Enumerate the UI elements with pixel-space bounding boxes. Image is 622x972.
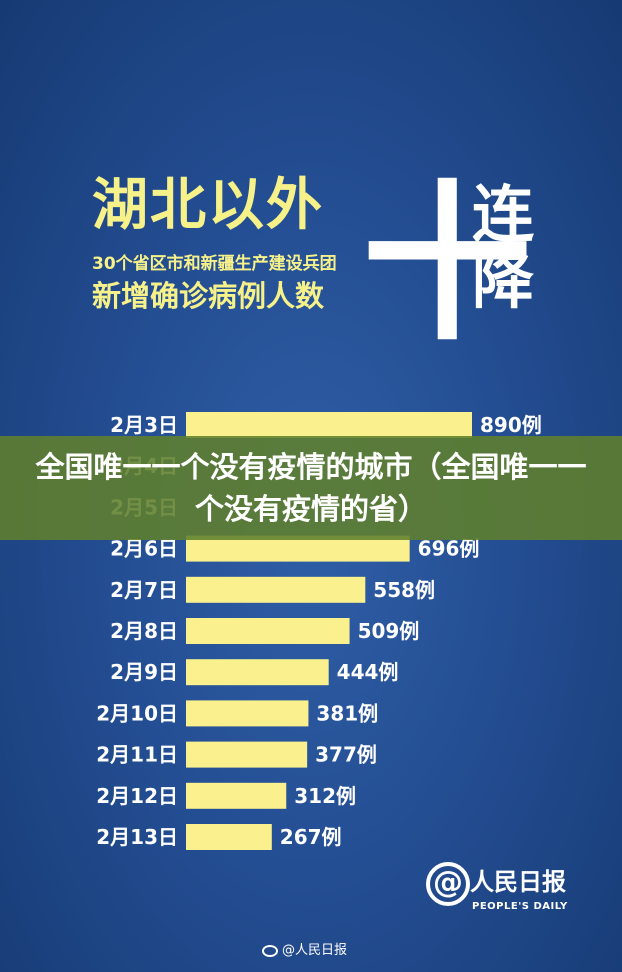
overlay-banner: 全国唯一一个没有疫情的城市（全国唯一一个没有疫情的省） [0, 436, 622, 540]
logo-english: PEOPLE'S DAILY [472, 901, 568, 912]
bar-chart: 2月3日890例2月4日2月5日2月6日696例2月7日558例2月8日509例… [96, 412, 542, 850]
bar-5 [186, 576, 366, 603]
bar-8 [186, 700, 309, 727]
category-label-1: 2月3日 [110, 413, 178, 437]
chart-subtitle-metric: 新增确诊病例人数 [92, 279, 325, 313]
category-label-5: 2月7日 [110, 578, 178, 602]
value-label-5: 558例 [373, 578, 435, 602]
bar-1 [186, 412, 472, 438]
category-label-6: 2月8日 [110, 619, 178, 643]
category-label-4: 2月6日 [110, 537, 178, 561]
logo-name: 人民日报 [470, 868, 566, 896]
title-block: 湖北以外 30个省区市和新疆生产建设兵团 [92, 178, 532, 348]
value-label-7: 444例 [337, 660, 399, 684]
bar-6 [186, 618, 350, 644]
category-label-9: 2月11日 [96, 743, 178, 767]
value-label-10: 312例 [294, 784, 356, 808]
peoples-daily-logo: @ 人民日报 PEOPLE'S DAILY [426, 862, 576, 922]
consecutive-decline-label: 连降 [471, 178, 534, 317]
watermark: @人民日报 [262, 944, 347, 957]
value-label-8: 381例 [316, 701, 378, 725]
value-label-6: 509例 [358, 619, 420, 643]
watermark-text: @人民日报 [282, 943, 348, 958]
chart-subtitle-regions: 30个省区市和新疆生产建设兵团 [92, 254, 337, 274]
category-label-7: 2月9日 [110, 660, 178, 684]
big-ten-character: 十 [362, 166, 533, 364]
value-label-4: 696例 [418, 537, 480, 561]
bar-9 [186, 741, 308, 768]
banner-text: 全国唯一一个没有疫情的城市（全国唯一一个没有疫情的省） [35, 450, 587, 526]
category-label-8: 2月10日 [96, 701, 178, 725]
logo-at-icon: @ [426, 862, 470, 906]
weibo-icon [262, 944, 278, 957]
bar-10 [186, 782, 287, 809]
value-label-11: 267例 [280, 825, 342, 849]
value-label-1: 890例 [480, 413, 542, 437]
category-label-10: 2月12日 [96, 784, 178, 808]
category-label-11: 2月13日 [96, 825, 178, 849]
bar-11 [186, 824, 272, 850]
value-label-9: 377例 [315, 743, 377, 767]
chart-title: 湖北以外 [92, 173, 324, 238]
bar-7 [186, 659, 329, 686]
